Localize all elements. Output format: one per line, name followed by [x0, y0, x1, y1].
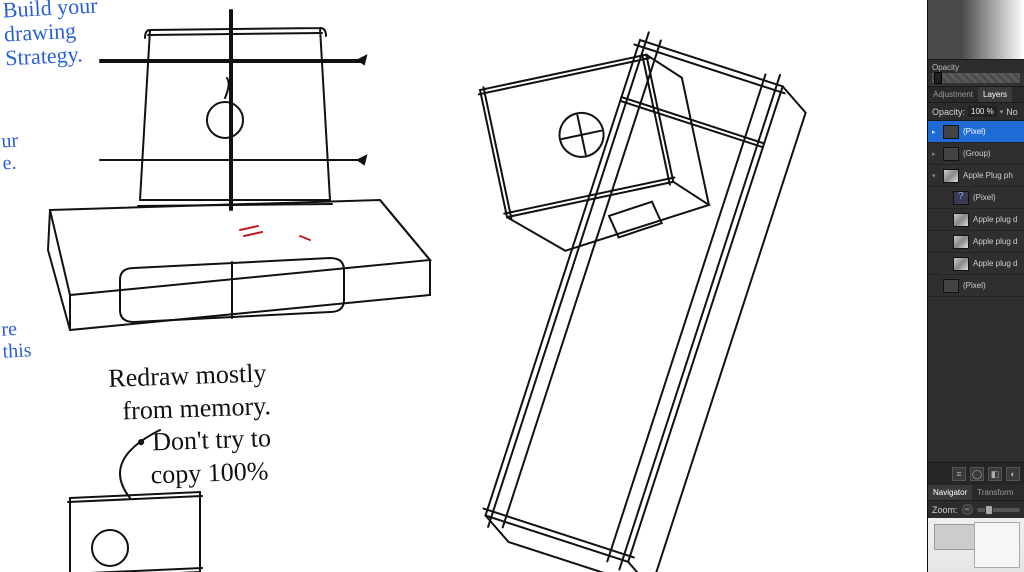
opacity-section-label: Opacity — [928, 60, 1024, 73]
layer-row[interactable]: (Pixel) — [928, 187, 1024, 209]
layer-row[interactable]: Apple plug d — [928, 231, 1024, 253]
zoom-out-button[interactable]: − — [962, 504, 973, 515]
tab-layers[interactable]: Layers — [978, 87, 1012, 102]
annotation-blue-strategy: Build your drawing Strategy. — [2, 0, 100, 71]
panel-tabs: Adjustment Layers — [928, 86, 1024, 103]
layer-opacity-value[interactable]: 100 % — [968, 106, 997, 117]
navigator-preview[interactable] — [928, 518, 1024, 572]
zoom-slider-knob[interactable] — [985, 505, 993, 515]
layer-opacity-row: Opacity: 100 % ▾ No — [928, 103, 1024, 121]
tab-transform[interactable]: Transform — [972, 485, 1018, 500]
annotation-black-redraw: Redraw mostly from memory. • Don't try t… — [108, 357, 274, 493]
layer-row[interactable]: ▸ (Pixel) — [928, 121, 1024, 143]
layer-thumbnail — [953, 213, 969, 227]
layer-thumbnail — [953, 191, 969, 205]
layer-name: (Pixel) — [963, 127, 986, 136]
brush-preview — [928, 0, 1024, 60]
blend-mode-value[interactable]: No — [1006, 107, 1018, 117]
layer-thumbnail — [953, 257, 969, 271]
zoom-row: Zoom: − — [928, 501, 1024, 518]
layer-row[interactable]: (Pixel) — [928, 275, 1024, 297]
layer-name: Apple Plug ph — [963, 171, 1013, 180]
fx-icon[interactable]: ◧ — [988, 467, 1002, 481]
studio-panel: Opacity Adjustment Layers Opacity: 100 %… — [927, 0, 1024, 572]
layer-name: (Pixel) — [973, 193, 996, 202]
adjustments-icon[interactable]: ◐ — [1006, 467, 1020, 481]
disclosure-arrow-icon[interactable]: ▾ — [932, 172, 939, 180]
annotation-blue-fragment-2: re this — [1, 317, 32, 362]
layer-name: Apple plug d — [973, 259, 1017, 268]
mask-icon[interactable]: ◯ — [970, 467, 984, 481]
layer-thumbnail — [943, 169, 959, 183]
layer-opacity-label: Opacity: — [932, 107, 965, 117]
opacity-slider[interactable] — [932, 73, 1020, 83]
layer-row[interactable]: Apple plug d — [928, 253, 1024, 275]
layer-thumbnail — [943, 279, 959, 293]
opacity-slider-knob[interactable] — [934, 72, 942, 84]
layer-name: Apple plug d — [973, 215, 1017, 224]
zoom-slider[interactable] — [977, 508, 1020, 512]
layers-list: ▸ (Pixel) ▸ (Group) ▾ Apple Plug ph (Pixel) App… — [928, 121, 1024, 462]
layer-name: (Pixel) — [963, 281, 986, 290]
layer-row[interactable]: Apple plug d — [928, 209, 1024, 231]
tab-adjustment[interactable]: Adjustment — [928, 87, 978, 102]
layer-thumbnail — [943, 125, 959, 139]
layer-thumbnail — [953, 235, 969, 249]
layer-thumbnail — [943, 147, 959, 161]
chevron-down-icon[interactable]: ▾ — [1000, 108, 1004, 116]
layer-row[interactable]: ▾ Apple Plug ph — [928, 165, 1024, 187]
drawing-canvas[interactable]: Build your drawing Strategy. ur e. re th… — [0, 0, 927, 572]
layer-name: (Group) — [963, 149, 991, 158]
layers-stack-icon[interactable]: ≡ — [952, 467, 966, 481]
annotation-blue-fragment-1: ur e. — [1, 130, 20, 175]
disclosure-arrow-icon[interactable]: ▸ — [932, 128, 939, 136]
tab-navigator[interactable]: Navigator — [928, 485, 972, 500]
studio-buttons-row: ≡ ◯ ◧ ◐ — [928, 462, 1024, 485]
disclosure-arrow-icon[interactable]: ▸ — [932, 150, 939, 158]
layer-row[interactable]: ▸ (Group) — [928, 143, 1024, 165]
zoom-label: Zoom: — [932, 505, 958, 515]
layer-name: Apple plug d — [973, 237, 1017, 246]
navigator-tabs: Navigator Transform — [928, 485, 1024, 501]
